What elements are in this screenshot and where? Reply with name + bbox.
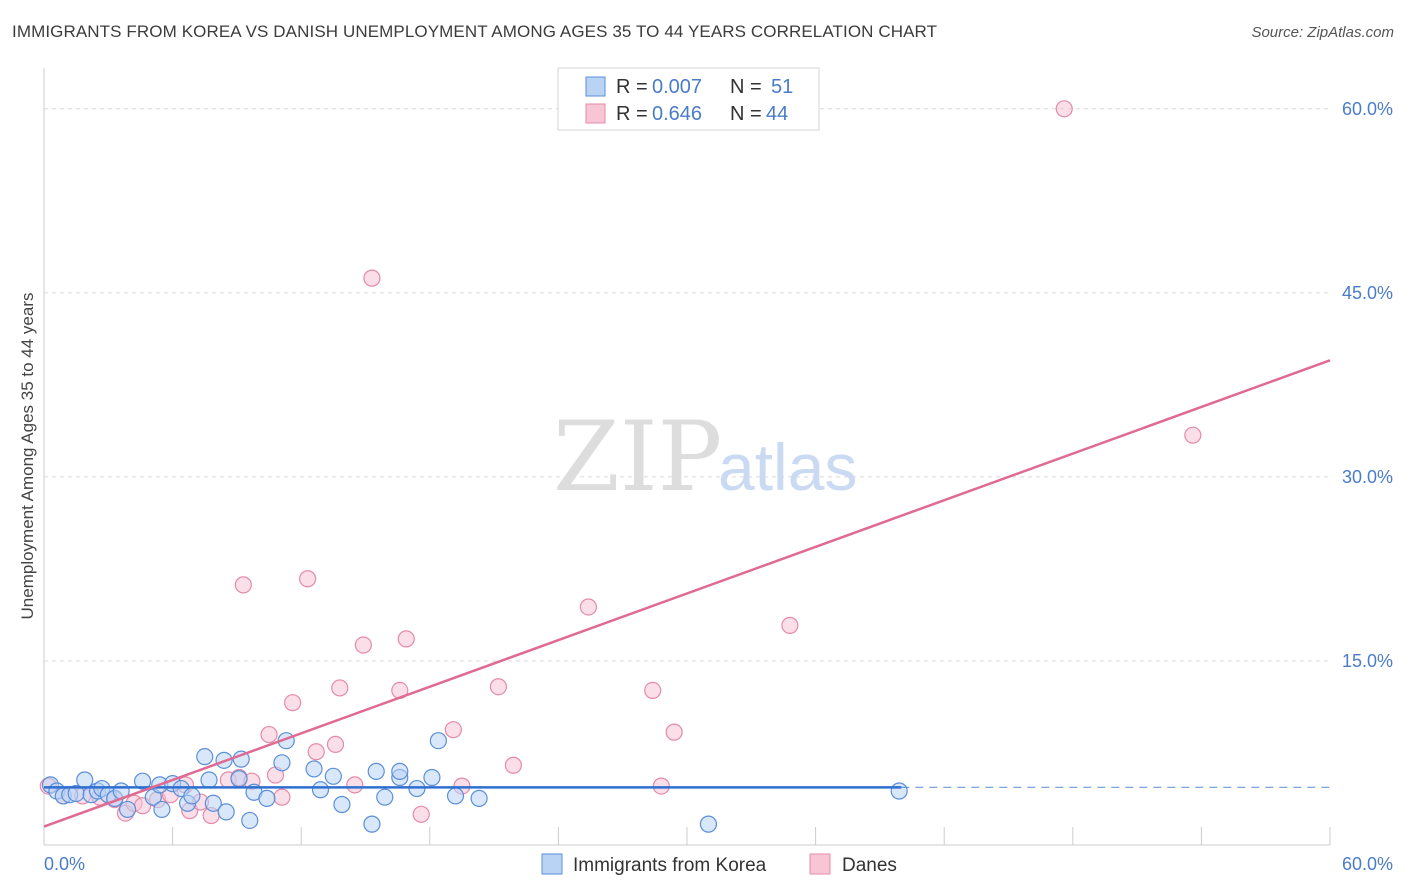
korea-point-45 [446, 787, 465, 805]
korea-point-16 [153, 800, 171, 819]
series-immigrants-from-korea [41, 732, 908, 833]
danes-point-21 [284, 694, 302, 712]
korea-point-44 [429, 732, 447, 750]
watermark: ZIP atlas [553, 401, 857, 513]
korea-point-13 [133, 772, 152, 790]
trend-line-danes [43, 359, 1331, 828]
grid [44, 108, 1330, 662]
legend-r-value-2: 0.646 [652, 103, 702, 125]
danes-point-31 [412, 805, 430, 823]
danes-point-32 [444, 721, 462, 739]
danes-point-37 [644, 681, 662, 700]
korea-point-33 [305, 760, 323, 778]
danes-point-20 [273, 788, 291, 806]
y-tick-label-3: 60.0% [1342, 99, 1393, 119]
chart-title: IMMIGRANTS FROM KOREA VS DANISH UNEMPLOY… [12, 22, 938, 41]
korea-point-21 [196, 748, 214, 766]
danes-point-27 [354, 636, 372, 654]
korea-point-34 [311, 781, 330, 799]
korea-point-43 [423, 768, 441, 787]
korea-point-36 [333, 795, 351, 814]
korea-point-47 [699, 815, 718, 833]
danes-point-16 [234, 576, 252, 594]
danes-point-18 [260, 725, 278, 744]
danes-point-41 [1055, 100, 1073, 118]
korea-point-32 [273, 754, 291, 772]
korea-point-41 [391, 762, 409, 780]
legend-r-value-1: 0.007 [652, 76, 702, 98]
legend-swatch-blue [585, 76, 606, 97]
korea-point-38 [363, 815, 381, 833]
legend-label-danes: Danes [842, 855, 897, 876]
danes-point-35 [504, 756, 522, 774]
korea-point-39 [376, 788, 394, 806]
series-legend: Immigrants from Korea Danes [541, 853, 897, 876]
y-axis-label: Unemployment Among Ages 35 to 44 years [18, 293, 37, 620]
legend-label-korea: Immigrants from Korea [573, 855, 767, 876]
korea-point-22 [200, 771, 218, 789]
danes-point-25 [331, 679, 349, 697]
y-tick-label-1: 30.0% [1342, 467, 1393, 487]
korea-point-48 [890, 782, 908, 800]
korea-point-30 [258, 789, 276, 807]
legend-n-value-1: 51 [771, 76, 793, 98]
korea-point-27 [230, 770, 248, 788]
y-tick-label-0: 15.0% [1342, 651, 1393, 671]
korea-point-20 [183, 787, 201, 805]
legend-swatch-pink [585, 103, 606, 124]
legend-swatch-korea [541, 853, 563, 875]
series-danes [39, 100, 1202, 825]
correlation-legend: R = 0.007 N = 51 R = 0.646 N = 44 [557, 67, 820, 131]
danes-point-40 [781, 616, 799, 634]
trend-lines [43, 359, 1331, 828]
axes [43, 68, 1331, 846]
danes-point-42 [1184, 426, 1202, 444]
danes-point-38 [665, 723, 683, 741]
x-tick-label-max: 60.0% [1342, 854, 1393, 874]
korea-point-5 [76, 771, 94, 789]
danes-point-23 [307, 743, 325, 761]
danes-point-26 [346, 776, 364, 794]
watermark-atlas: atlas [718, 430, 857, 504]
danes-point-28 [363, 269, 381, 287]
korea-point-46 [470, 789, 488, 807]
danes-point-24 [326, 735, 345, 753]
legend-n-value-2: 44 [766, 103, 788, 125]
legend-n-label-2: N = [730, 103, 762, 125]
korea-point-12 [118, 800, 137, 819]
danes-point-22 [299, 570, 317, 588]
danes-point-36 [579, 598, 598, 616]
korea-point-37 [367, 762, 385, 780]
source-label: Source: ZipAtlas.com [1251, 24, 1394, 41]
korea-point-35 [324, 767, 342, 785]
x-ticks: 0.0% 60.0% [44, 854, 1393, 874]
legend-n-label-1: N = [730, 76, 762, 98]
legend-r-label-1: R = [616, 76, 648, 98]
legend-r-label-2: R = [616, 103, 648, 125]
danes-point-30 [397, 630, 415, 648]
y-ticks: 15.0% 30.0% 45.0% 60.0% [1342, 99, 1393, 671]
watermark-zip: ZIP [553, 401, 722, 513]
korea-point-25 [217, 803, 235, 821]
legend-swatch-danes [809, 853, 831, 875]
korea-point-23 [204, 794, 222, 812]
korea-point-29 [241, 811, 259, 830]
y-tick-label-2: 45.0% [1342, 283, 1393, 303]
x-tick-label-min: 0.0% [44, 854, 85, 874]
danes-point-34 [489, 678, 507, 696]
